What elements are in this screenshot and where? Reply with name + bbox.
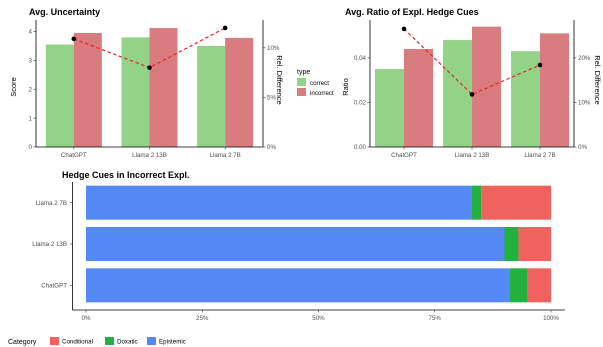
uncertainty-rel-difference-point-llama-2-7b [222, 25, 228, 31]
hedge-ratio-bar-correct-llama-2-7b [511, 51, 540, 148]
hedge-ratio-rel-difference-line [401, 26, 543, 97]
hedge-ratio-title: Avg. Ratio of Expl. Hedge Cues [345, 7, 479, 17]
hedge-ratio-axes: 0.00 0.02 0.04 0% 10% 20% ChatGPT Llama 2 13B Ll… [354, 20, 591, 159]
uncertainty-x-tick-label-llama-2-13b: Llama 2 13B [132, 152, 167, 159]
uncertainty-bar-correct-llama-2-7b [197, 45, 226, 147]
hedge-cues-x-tick-label-100: 100% [543, 315, 559, 322]
category-legend-title: Category [8, 339, 37, 346]
hedge-cues-bar-conditional-llama-2-13b [518, 227, 551, 261]
hedge-ratio-rel-difference-point-llama-2-13b [469, 92, 475, 97]
hedge-ratio-rel-difference-path [403, 28, 541, 96]
hedge-cues-y-tick-label-llama-2-7b: Llama 2 7B [36, 200, 67, 207]
legend-label-epistemic: Epistemic [159, 339, 186, 346]
uncertainty-title: Avg. Uncertainty [29, 7, 100, 17]
uncertainty-axes: 0 1 2 3 4 0% 5% 10% ChatGPT Llama 2 13B Llama 2 7B [29, 20, 280, 159]
hedge-ratio-y2-tick-label-20: 20% [578, 55, 591, 62]
hedge-cues-bars [86, 185, 551, 303]
hedge-ratio-bar-incorrect-llama-2-13b [472, 26, 501, 147]
hedge-ratio-x-tick-label-llama-2-13b: Llama 2 13B [455, 152, 490, 159]
hedge-cues-bar-conditional-llama-2-7b [481, 185, 551, 220]
hedge-ratio-bar-correct-llama-2-13b [443, 40, 472, 148]
hedge-ratio-x-tick-label-chatgpt: ChatGPT [391, 152, 417, 159]
hedge-ratio-panel: Avg. Ratio of Expl. Hedge Cues Ratio Rel… [341, 7, 602, 159]
hedge-cues-bar-doxatic-chatgpt [509, 268, 528, 303]
hedge-cues-bar-epistemic-llama-2-13b [86, 227, 505, 261]
uncertainty-rel-difference-point-llama-2-13b [147, 65, 152, 70]
hedge-ratio-x-tick-label-llama-2-7b: Llama 2 7B [524, 152, 555, 159]
legend-label-doxatic: Doxatic [117, 339, 138, 346]
uncertainty-bar-correct-llama-2-13b [121, 37, 150, 148]
hedge-cues-x-tick-label-75: 75% [429, 315, 442, 322]
hedge-cues-y-tick-label-llama-2-13b: Llama 2 13B [32, 241, 67, 248]
legend-swatch-conditional [50, 337, 59, 345]
uncertainty-bars [45, 28, 254, 148]
legend-label-conditional: Conditional [62, 339, 93, 346]
type-legend: type correct incorrect [297, 69, 334, 97]
uncertainty-y2-axis-label: Rel. Difference [275, 55, 284, 104]
hedge-cues-x-tick-label-50: 50% [312, 315, 325, 322]
legend-swatch-incorrect [297, 88, 306, 96]
uncertainty-rel-difference-line [71, 25, 228, 70]
hedge-ratio-y2-tick-label-0: 0% [578, 144, 587, 151]
uncertainty-y2-tick-label-5: 5% [267, 95, 276, 102]
uncertainty-y2-tick-label-0: 0% [267, 144, 276, 151]
hedge-ratio-y-tick-label-0-04: 0.04 [354, 55, 367, 62]
hedge-ratio-y-axis-label: Ratio [341, 78, 350, 96]
hedge-cues-bar-doxatic-llama-2-13b [504, 227, 519, 261]
uncertainty-x-tick-label-chatgpt: ChatGPT [61, 152, 87, 159]
hedge-cues-bar-doxatic-llama-2-7b [471, 185, 482, 220]
hedge-ratio-bars [375, 26, 569, 148]
legend-swatch-epistemic [147, 337, 156, 345]
uncertainty-x-tick-label-llama-2-7b: Llama 2 7B [210, 152, 241, 159]
hedge-ratio-y-tick-label-0-02: 0.02 [354, 100, 367, 107]
hedge-ratio-bar-correct-chatgpt [375, 69, 404, 147]
hedge-ratio-rel-difference-point-llama-2-7b [537, 62, 543, 68]
hedge-ratio-y2-tick-label-10: 10% [578, 100, 591, 107]
uncertainty-y-tick-label-4: 4 [29, 29, 33, 36]
uncertainty-y-axis-label: Score [9, 77, 18, 97]
uncertainty-y-tick-label-3: 3 [29, 58, 33, 65]
legend-label-incorrect: incorrect [310, 90, 334, 97]
hedge-cues-panel: Hedge Cues in Incorrect Expl. Llama 2 7B… [32, 170, 565, 322]
uncertainty-bar-correct-chatgpt [45, 44, 74, 148]
category-legend: Category Conditional Doxatic Epistemic [8, 337, 186, 346]
hedge-ratio-bar-incorrect-chatgpt [404, 48, 433, 147]
hedge-cues-axes: Llama 2 7B Llama 2 13B ChatGPT 0% 25% 50% 75% 1… [32, 182, 565, 322]
legend-swatch-doxatic [105, 337, 114, 345]
hedge-cues-title: Hedge Cues in Incorrect Expl. [62, 170, 190, 180]
legend-label-correct: correct [310, 80, 329, 87]
hedge-cues-y-tick-label-chatgpt: ChatGPT [41, 283, 67, 290]
hedge-ratio-y-tick-label-0-00: 0.00 [354, 144, 367, 151]
type-legend-title: type [297, 69, 310, 76]
hedge-cues-bar-conditional-chatgpt [527, 268, 551, 303]
uncertainty-panel: Avg. Uncertainty Score Rel. Difference 0… [9, 7, 284, 159]
legend-swatch-correct [297, 78, 306, 86]
hedge-cues-x-tick-label-0: 0% [82, 315, 91, 322]
uncertainty-bar-incorrect-llama-2-7b [225, 37, 254, 147]
uncertainty-bar-incorrect-llama-2-13b [149, 28, 178, 147]
uncertainty-rel-difference-point-chatgpt [71, 36, 77, 42]
uncertainty-bar-incorrect-chatgpt [73, 32, 102, 148]
hedge-cues-bar-epistemic-llama-2-7b [86, 185, 472, 220]
uncertainty-y2-tick-label-10: 10% [267, 45, 280, 52]
uncertainty-y-tick-label-1: 1 [29, 115, 33, 122]
uncertainty-y-tick-label-0: 0 [29, 144, 33, 151]
hedge-cues-bar-epistemic-chatgpt [86, 268, 510, 303]
hedge-ratio-y2-axis-label: Rel. Difference [593, 55, 602, 104]
hedge-ratio-bar-incorrect-llama-2-7b [540, 33, 569, 147]
uncertainty-y-tick-label-2: 2 [29, 86, 33, 93]
hedge-ratio-rel-difference-point-chatgpt [401, 26, 407, 32]
hedge-cues-x-tick-label-25: 25% [196, 315, 209, 322]
